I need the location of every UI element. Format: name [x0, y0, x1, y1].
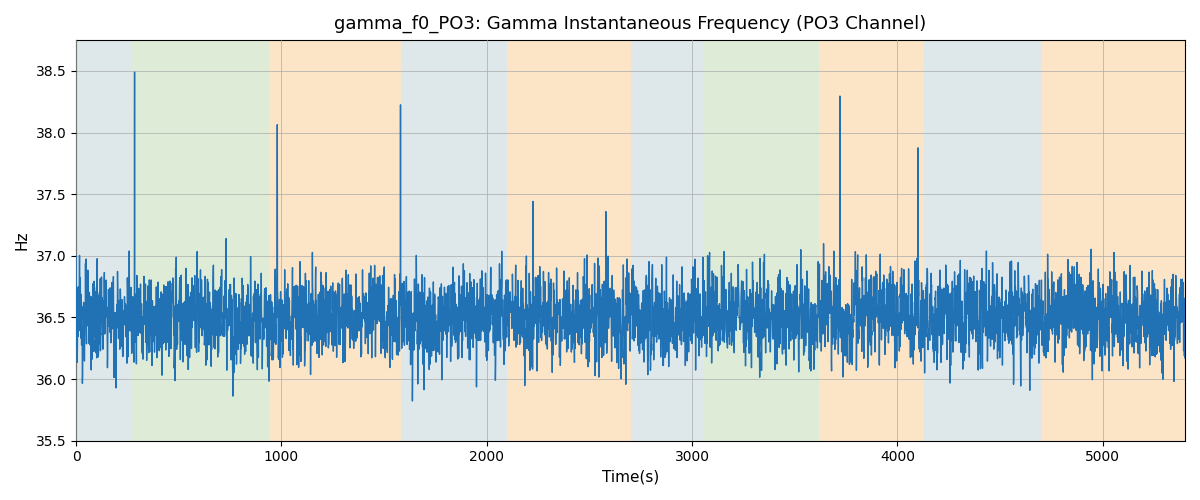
Bar	[401, 40, 508, 440]
Bar	[820, 40, 846, 440]
Bar	[76, 40, 132, 440]
Bar	[1042, 40, 1186, 440]
Bar	[688, 40, 704, 440]
Bar	[704, 40, 820, 440]
Bar	[269, 40, 401, 440]
Bar	[924, 40, 1042, 440]
Bar	[846, 40, 924, 440]
Bar	[132, 40, 269, 440]
Bar	[630, 40, 688, 440]
X-axis label: Time(s): Time(s)	[602, 470, 659, 485]
Title: gamma_f0_PO3: Gamma Instantaneous Frequency (PO3 Channel): gamma_f0_PO3: Gamma Instantaneous Freque…	[335, 15, 926, 34]
Bar	[508, 40, 630, 440]
Y-axis label: Hz: Hz	[14, 230, 30, 250]
